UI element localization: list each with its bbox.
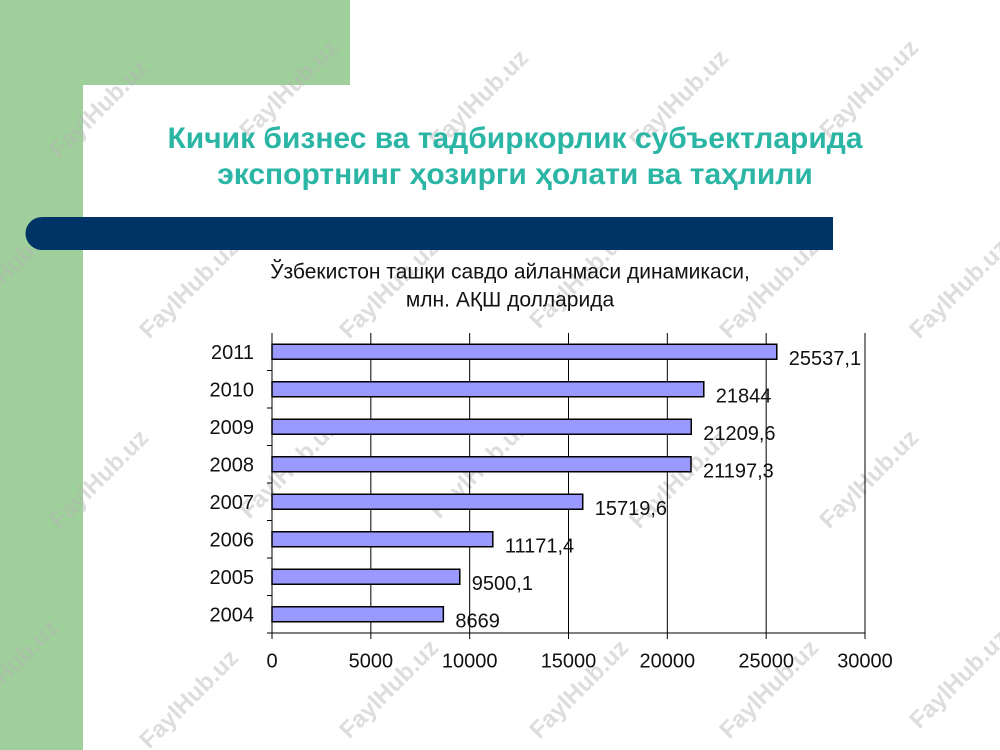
x-tick-label: 0 [266, 650, 277, 672]
watermark: FaylHub.uz [134, 234, 244, 344]
value-label: 15719,6 [595, 498, 667, 520]
y-tick-label: 2007 [210, 492, 255, 514]
value-label: 21197,3 [703, 461, 774, 483]
value-label: 21209,6 [703, 423, 775, 445]
x-tick-label: 15000 [541, 650, 597, 672]
side-strip [0, 0, 83, 750]
y-tick-label: 2010 [210, 380, 255, 402]
top-strip [0, 0, 350, 85]
plot: 0 5000 10000 15000 20000 25000 30000 2004 8669 20… [210, 333, 893, 672]
y-tick-label: 2008 [210, 455, 255, 477]
bar [271, 456, 692, 473]
x-tick-label: 10000 [442, 650, 498, 672]
bar [271, 418, 692, 435]
y-tick-label: 2005 [210, 567, 255, 589]
watermark: FaylHub.uz [904, 624, 1000, 734]
x-tick-label: 5000 [349, 650, 394, 672]
slide-title: Кичик бизнес ва тадбиркорлик субъектлари… [167, 122, 862, 155]
y-tick-label: 2006 [210, 530, 255, 552]
y-tick-label: 2004 [210, 605, 255, 627]
watermark: FaylHub.uz [814, 424, 924, 534]
y-tick-label: 2009 [210, 417, 255, 439]
watermark: FaylHub.uz [134, 644, 244, 750]
watermark: FaylHub.uz [714, 234, 824, 344]
x-tick-label: 30000 [837, 650, 893, 672]
bar [271, 381, 705, 398]
divider-bar [25, 217, 833, 250]
chart-title: Ўзбекистон ташқи савдо айланмаси динамик… [270, 260, 750, 284]
value-label: 21844 [716, 386, 772, 408]
value-label: 11171,4 [505, 536, 574, 558]
watermark: FaylHub.uz [904, 234, 1000, 344]
x-tick-label: 25000 [738, 650, 794, 672]
value-label: 9500,1 [472, 573, 533, 595]
bar [271, 531, 494, 548]
bar [271, 493, 584, 510]
bar [271, 568, 461, 585]
bar [271, 606, 445, 623]
value-label: 25537,1 [789, 348, 861, 370]
bar [271, 343, 778, 360]
value-label: 8669 [455, 611, 500, 633]
slide-title: экспортнинг ҳозирги ҳолати ва таҳлили [217, 158, 813, 191]
chart-title: млн. АҚШ долларида [406, 289, 615, 312]
y-tick-label: 2011 [211, 342, 254, 364]
x-tick-label: 20000 [640, 650, 696, 672]
